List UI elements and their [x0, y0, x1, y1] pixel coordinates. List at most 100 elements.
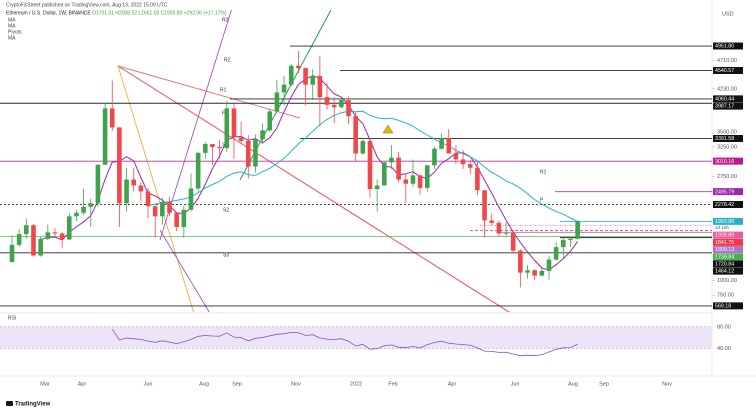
candle-body [353, 116, 358, 154]
logo-text: TradingView [15, 402, 51, 408]
candle-body [59, 233, 65, 240]
level-label-box [713, 217, 743, 225]
candle-body [518, 250, 523, 273]
candle-body [267, 111, 273, 131]
candle-body [95, 164, 101, 204]
level-label: 2495.79 [715, 189, 734, 195]
candle-body [245, 141, 251, 167]
level-label: 4951.80 [715, 44, 734, 50]
candle-body [138, 185, 144, 192]
candle-body [489, 220, 495, 223]
levels [0, 45, 712, 307]
candle-body [568, 238, 573, 241]
rsi-pane: RSI 80.00 40.00 [0, 315, 731, 357]
x-tick-label: Sep [599, 381, 609, 387]
x-tick-label: Aug [199, 381, 209, 387]
y-tick-label: 1000.00 [717, 278, 737, 284]
candle-body [281, 84, 287, 93]
level-label: 3391.58 [715, 136, 734, 142]
candle-body [224, 108, 230, 149]
level-label-box [713, 267, 743, 275]
candle-body [45, 232, 51, 239]
rsi-title: RSI [8, 315, 16, 321]
candle-body [9, 244, 15, 262]
indicator: MA [8, 35, 16, 41]
x-tick-label: Nov [291, 381, 301, 387]
trend-line [117, 65, 194, 312]
candle-body [324, 97, 330, 105]
logo: TradingView [6, 401, 51, 408]
candle-body [188, 188, 194, 210]
candle-body [374, 185, 380, 190]
level-label: 3987.17 [715, 104, 734, 110]
candle-body [66, 216, 72, 240]
candle-body [510, 232, 516, 251]
candle-body [253, 139, 258, 167]
candle-body [539, 270, 545, 276]
candle-body [396, 157, 401, 180]
x-tick-label: Feb [388, 381, 397, 387]
x-tick-label: Jun [144, 381, 153, 387]
level-label-box [713, 157, 743, 165]
level-label: 1720.84 [715, 262, 734, 268]
candle-body [525, 270, 530, 273]
candle-body [446, 138, 452, 154]
indicator: Pivots [8, 29, 22, 35]
ma-line [147, 110, 578, 222]
level-label: 1464.12 [715, 269, 734, 275]
candle-body [367, 141, 373, 190]
candles [9, 50, 580, 288]
candle-body [331, 104, 337, 108]
level-label-box [713, 102, 743, 110]
candle-body [81, 206, 86, 213]
candle-body [131, 179, 137, 186]
level-label-box [713, 260, 743, 268]
level-label: 569.18 [715, 304, 731, 310]
candle-body [482, 190, 487, 221]
candle-body [475, 167, 480, 191]
candle-body [260, 130, 265, 140]
x-tick-label: Sep [232, 381, 242, 387]
candle-body [231, 108, 237, 138]
candle-body [16, 234, 22, 245]
level-label-box [713, 231, 743, 239]
candle-body [453, 153, 459, 160]
level-label-box [713, 246, 743, 254]
trend-line [159, 229, 210, 312]
candle-body [561, 240, 566, 248]
pivot-label: S3 [223, 252, 229, 258]
level-label: 2278.42 [715, 202, 734, 208]
rsi-line [111, 328, 578, 357]
candle-body [74, 212, 79, 217]
level-label-box [713, 201, 743, 209]
level-label: 3010.16 [715, 159, 734, 165]
candle-body [174, 212, 179, 227]
candle-body [238, 137, 244, 142]
candle-body [310, 75, 316, 85]
level-label: 1928.89 [715, 233, 734, 239]
rsi-tick-label: 80.00 [717, 324, 731, 330]
candle-body [346, 100, 351, 117]
pivot-label: R3 [222, 17, 229, 23]
candle-body [38, 238, 43, 256]
level-label-box [713, 66, 743, 74]
candle-body [303, 68, 308, 85]
currency: USD [722, 11, 734, 17]
warning-icon [382, 124, 394, 134]
x-tick-label: Mar [40, 381, 50, 387]
candle-body [546, 259, 552, 271]
level-label-box [713, 135, 743, 143]
level-label-box [713, 95, 743, 103]
symbol: Ethereum / U.S. Dollar, 1W, BINANCE [6, 10, 91, 16]
candle-body [432, 148, 437, 166]
candle-body [117, 127, 122, 204]
pivot-label: S2 [223, 207, 229, 213]
published-note: CryptoFXStreet published on TradingView.… [6, 2, 168, 8]
candle-body [389, 157, 394, 163]
y-tick-label: 3250.00 [717, 144, 737, 150]
level-label: 1739.84 [715, 254, 734, 260]
y-tick-label: 2750.00 [717, 174, 737, 180]
candle-body [339, 100, 344, 108]
level-label: 1841.75 [715, 240, 734, 246]
